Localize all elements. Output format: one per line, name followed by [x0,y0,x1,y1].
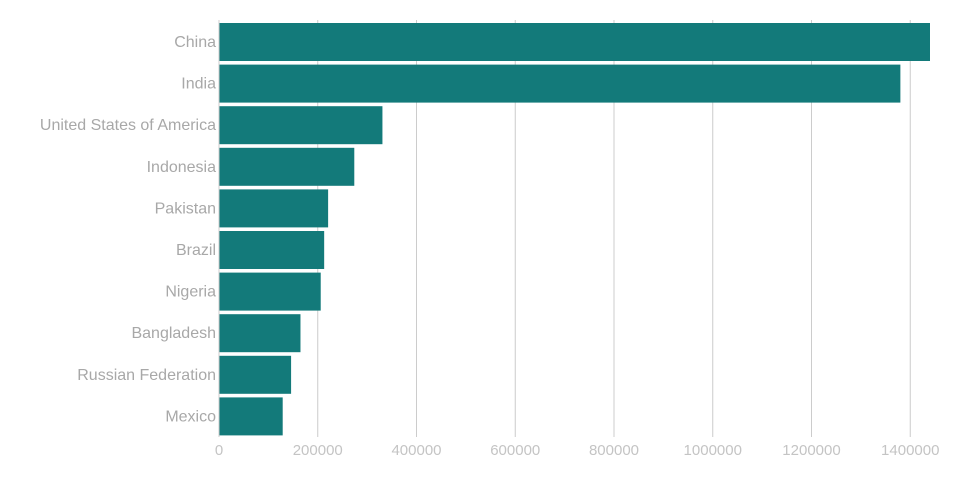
bar-united-states-of-america [219,106,383,145]
category-label: Brazil [176,242,216,259]
category-label: Nigeria [165,284,216,301]
bar-brazil [219,231,325,269]
category-label: Mexico [165,408,216,425]
category-label: China [174,34,216,51]
category-label: Pakistan [155,200,216,217]
category-label: United States of America [40,117,216,134]
category-label: India [181,76,216,93]
bar-nigeria [219,272,321,311]
x-tick-label: 600000 [490,442,540,459]
bar-indonesia [219,147,355,186]
bar-mexico [219,397,283,436]
bar-pakistan [219,189,329,228]
x-tick-label: 800000 [589,442,639,459]
category-label: Indonesia [147,159,216,176]
x-tick-label: 1000000 [684,442,742,459]
category-label: Russian Federation [77,367,216,384]
x-tick-label: 400000 [391,442,441,459]
x-axis-ticks: 0 200000 400000 600000 800000 1000000 1200000 1… [215,442,940,459]
x-tick-label: 200000 [293,442,343,459]
bar-china [219,23,930,61]
category-labels: China India United States of America Indone… [40,34,216,425]
x-tick-label: 1400000 [881,442,939,459]
category-label: Bangladesh [131,325,216,342]
bar-india [219,64,901,103]
x-tick-label: 0 [215,442,223,459]
x-tick-label: 1200000 [782,442,840,459]
bar-russian-federation [219,355,292,394]
bars [219,23,930,436]
bar-bangladesh [219,314,301,353]
